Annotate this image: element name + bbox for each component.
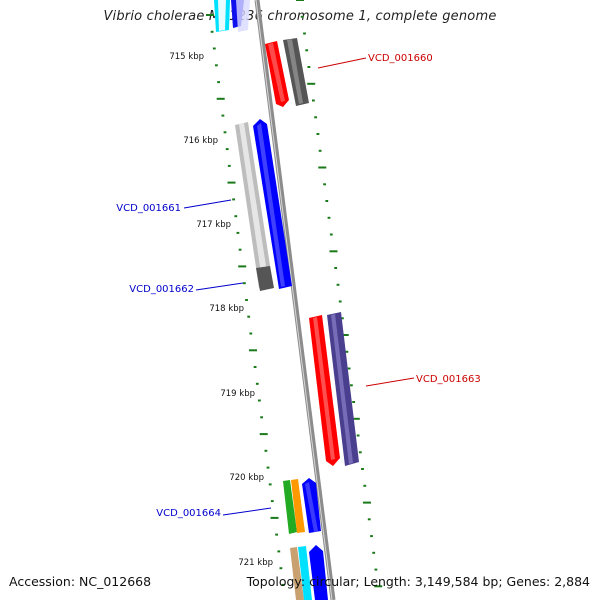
chromosome-backbone-highlight bbox=[255, 0, 333, 600]
gene-vcd-001663-group[interactable] bbox=[309, 312, 359, 466]
leader-vcd-001663 bbox=[365, 377, 415, 387]
gene-green bbox=[283, 480, 297, 534]
gene-orange bbox=[291, 479, 305, 533]
leader-vcd-001660 bbox=[317, 57, 367, 69]
tick-label-715: 715 kbp bbox=[169, 52, 204, 62]
gene-tan bbox=[290, 547, 304, 600]
topology-info: Topology: circular; Length: 3,149,584 bp… bbox=[246, 574, 590, 589]
gene-blue-bottom bbox=[309, 545, 328, 600]
tick-label-717: 717 kbp bbox=[196, 220, 231, 230]
tick-label-716: 716 kbp bbox=[183, 136, 218, 146]
gene-bottom-cluster[interactable] bbox=[290, 545, 328, 600]
gene-label-vcd-001662[interactable]: VCD_001662 bbox=[129, 284, 194, 295]
tick-label-721: 721 kbp bbox=[238, 558, 273, 568]
gene-vcd-001660-group[interactable] bbox=[265, 38, 309, 107]
gene-top-lavender bbox=[236, 0, 250, 32]
leader-vcd-001664 bbox=[222, 507, 272, 516]
gene-vcd-001661-001662-group[interactable] bbox=[235, 119, 292, 291]
gene-top-white bbox=[218, 0, 226, 31]
gene-vcd-001662 bbox=[256, 266, 274, 291]
tick-label-719: 719 kbp bbox=[220, 389, 255, 399]
accession-label: Accession: NC_012668 bbox=[9, 574, 152, 589]
gene-label-vcd-001660[interactable]: VCD_001660 bbox=[368, 53, 433, 64]
tick-ring-inner bbox=[206, 14, 285, 586]
map-title: Vibrio cholerae MJ-1236 chromosome 1, co… bbox=[103, 9, 497, 24]
gene-top-cluster[interactable] bbox=[214, 0, 250, 32]
gene-cyan-bottom bbox=[298, 546, 312, 600]
leader-vcd-001661 bbox=[183, 199, 232, 209]
chromosome-backbone bbox=[254, 0, 336, 600]
leader-vcd-001662 bbox=[195, 282, 244, 291]
tick-label-720: 720 kbp bbox=[229, 473, 264, 483]
tick-ring-outer bbox=[296, 0, 383, 588]
gene-vcd-001664-group[interactable] bbox=[283, 478, 321, 534]
gene-label-vcd-001664[interactable]: VCD_001664 bbox=[156, 508, 221, 519]
tick-label-718: 718 kbp bbox=[209, 304, 244, 314]
gene-label-vcd-001663[interactable]: VCD_001663 bbox=[416, 374, 481, 385]
gene-label-vcd-001661[interactable]: VCD_001661 bbox=[116, 203, 181, 214]
